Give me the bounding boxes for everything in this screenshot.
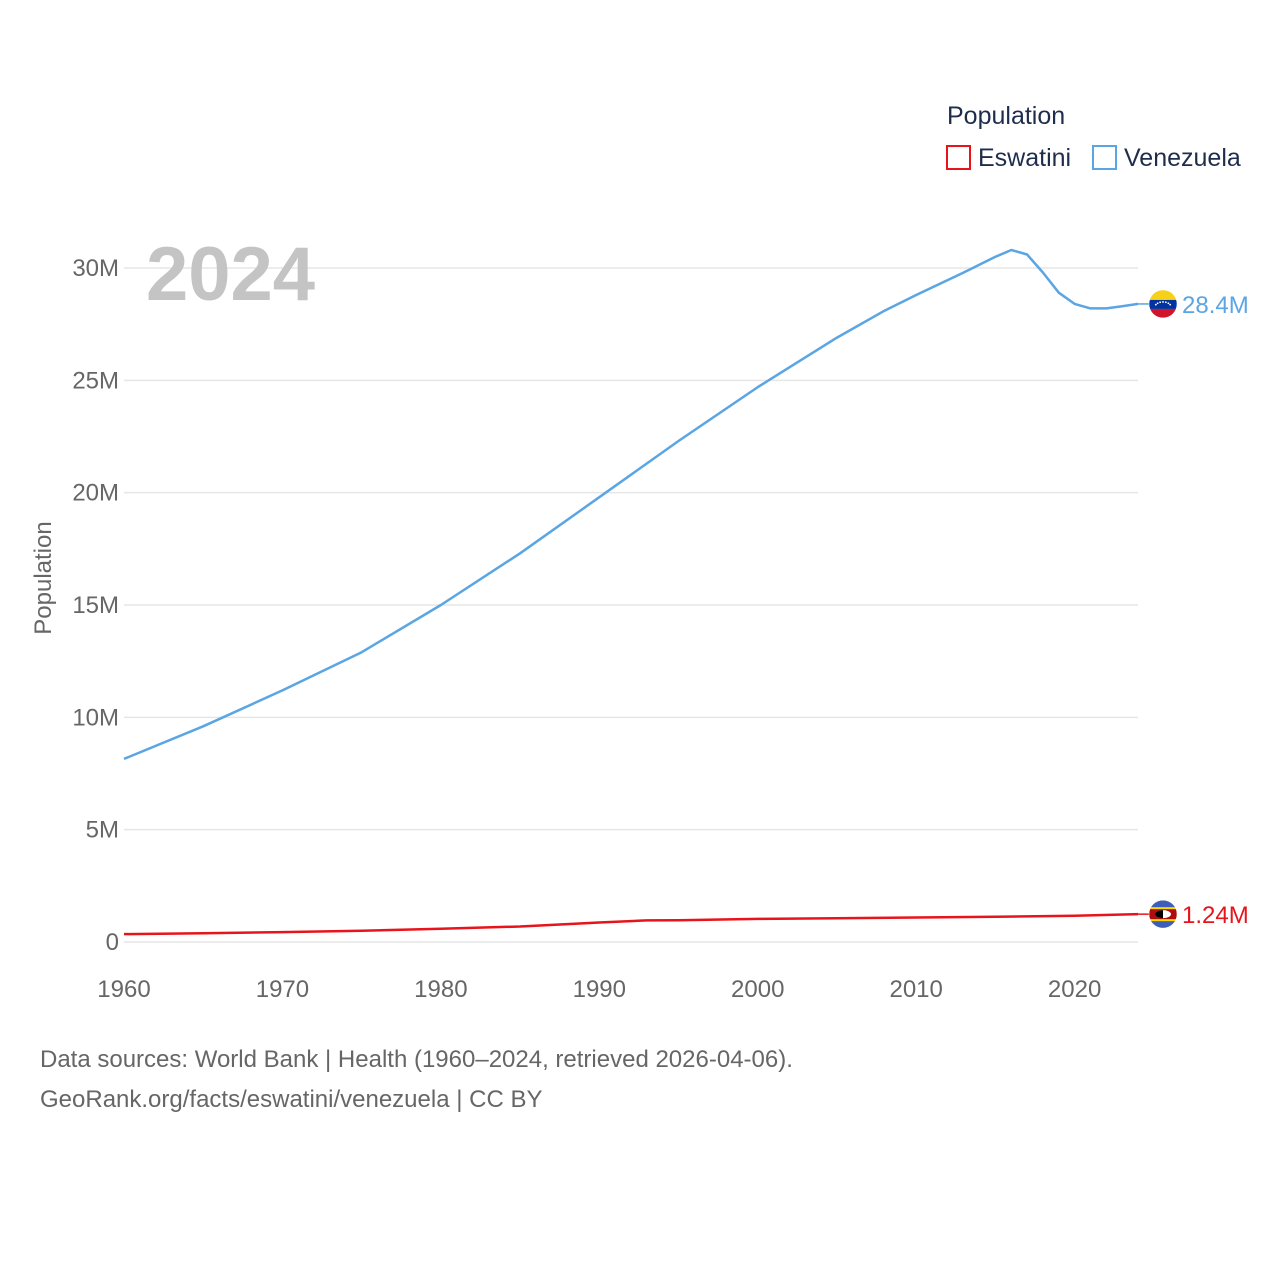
- source-line-2: GeoRank.org/facts/eswatini/venezuela | C…: [40, 1086, 543, 1113]
- y-axis-ticks: 0 5M 10M 15M 20M 25M 30M: [72, 255, 119, 956]
- series-end-markers: 1.24M 28.4M: [1138, 289, 1249, 929]
- year-label: 2024: [146, 232, 315, 317]
- end-label-venezuela: 28.4M: [1182, 292, 1249, 319]
- x-tick-label: 1990: [573, 976, 626, 1003]
- series-line-eswatini[interactable]: [123, 912, 1139, 936]
- x-axis-ticks: 1960 1970 1980 1990 2000 2010 2020: [97, 976, 1101, 1003]
- end-label-eswatini: 1.24M: [1182, 902, 1249, 929]
- x-tick-label: 2010: [889, 976, 942, 1003]
- series-lines: [123, 248, 1139, 936]
- x-tick-label: 2020: [1048, 976, 1101, 1003]
- y-tick-label: 20M: [72, 480, 119, 507]
- y-tick-label: 25M: [72, 367, 119, 394]
- source-line-1: Data sources: World Bank | Health (1960–…: [40, 1046, 793, 1073]
- eswatini-flag-icon: [1148, 899, 1178, 929]
- x-tick-label: 1970: [256, 976, 309, 1003]
- legend-swatch-eswatini[interactable]: [946, 145, 971, 170]
- y-tick-label: 0: [106, 929, 119, 956]
- x-tick-label: 1960: [97, 976, 150, 1003]
- y-tick-label: 5M: [86, 817, 119, 844]
- venezuela-flag-icon: [1148, 289, 1178, 319]
- legend-label-venezuela[interactable]: Venezuela: [1124, 144, 1241, 172]
- y-tick-label: 30M: [72, 255, 119, 282]
- y-tick-label: 10M: [72, 704, 119, 731]
- legend-label-eswatini[interactable]: Eswatini: [978, 144, 1071, 172]
- x-tick-label: 1980: [414, 976, 467, 1003]
- series-line-venezuela[interactable]: [123, 248, 1139, 761]
- legend: Population Eswatini Venezuela: [946, 102, 1241, 172]
- x-tick-label: 2000: [731, 976, 784, 1003]
- legend-title: Population: [947, 102, 1065, 130]
- gridlines: [124, 267, 1138, 943]
- y-axis-label: Population: [30, 521, 57, 634]
- legend-swatch-venezuela[interactable]: [1092, 145, 1117, 170]
- y-tick-label: 15M: [72, 592, 119, 619]
